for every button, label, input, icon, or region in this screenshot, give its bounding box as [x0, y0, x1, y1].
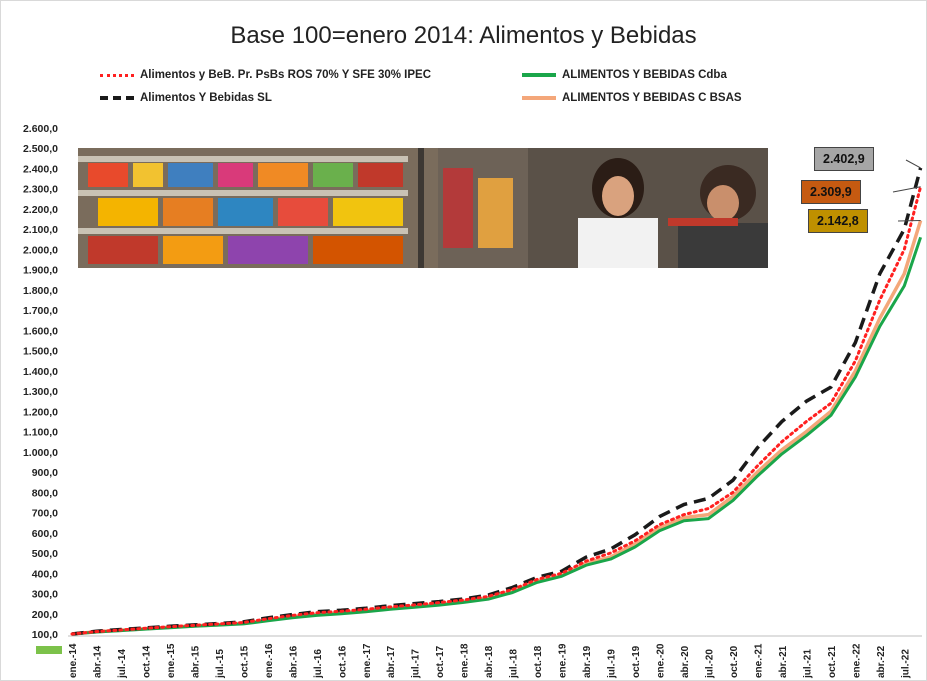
legend-item-cdba: ALIMENTOS Y BEBIDAS Cdba — [522, 69, 727, 81]
series-line-2 — [71, 236, 923, 636]
callout-ipec: 2.309,9 — [801, 180, 861, 204]
series-lines — [70, 167, 923, 636]
callout-leader-line — [892, 186, 921, 193]
y-tick-label: 600,0 — [32, 528, 58, 540]
y-tick-label: 1.300,0 — [23, 386, 58, 398]
y-tick-label: 500,0 — [32, 548, 58, 560]
x-tick-label: ene.-20 — [656, 643, 667, 678]
callout-cbsas: 2.142,8 — [808, 209, 868, 233]
x-tick-label: oct.-21 — [827, 645, 838, 678]
x-tick-label: oct.-17 — [435, 645, 446, 678]
y-tick-label: 800,0 — [32, 487, 58, 499]
y-tick-label: 100,0 — [32, 629, 58, 641]
series-line-3 — [71, 219, 923, 636]
x-tick-label: jul.-18 — [509, 649, 520, 679]
y-tick-label: 700,0 — [32, 508, 58, 520]
supermarket-photo-illustration — [78, 148, 768, 268]
y-tick-label: 400,0 — [32, 568, 58, 580]
x-tick-label: oct.-16 — [337, 645, 348, 678]
x-tick-label: oct.-18 — [533, 645, 544, 678]
x-tick-label: jul.-19 — [607, 649, 618, 679]
legend-swatch-ipec — [100, 73, 134, 77]
legend-swatch-cdba — [522, 73, 556, 77]
x-tick-label: jul.-21 — [802, 649, 813, 679]
x-tick-label: abr.-21 — [778, 645, 789, 678]
x-tick-label: abr.-17 — [386, 645, 397, 678]
x-tick-label: abr.-16 — [288, 645, 299, 678]
x-tick-label: ene.-19 — [558, 643, 569, 678]
x-tick-label: oct.-20 — [729, 645, 740, 678]
x-tick-label: oct.-15 — [239, 645, 250, 678]
x-tick-label: ene.-22 — [851, 643, 862, 678]
y-tick-label: 2.300,0 — [23, 184, 58, 196]
legend-label-cbsas: ALIMENTOS Y BEBIDAS C BSAS — [562, 92, 742, 104]
y-tick-label: 1.400,0 — [23, 366, 58, 378]
callout-leaders — [892, 159, 921, 222]
x-tick-label: ene.-16 — [264, 643, 275, 678]
x-tick-label: abr.-22 — [876, 645, 887, 678]
callout-cbsas-label: 2.142,8 — [817, 214, 859, 228]
y-axis: 100,0 200,0 300,0 400,0 500,0 600,0 700,0 800,0… — [23, 123, 58, 641]
callout-ipec-label: 2.309,9 — [810, 185, 852, 199]
callout-sl-label: 2.402,9 — [823, 152, 865, 166]
x-tick-label: oct.-14 — [141, 645, 152, 678]
x-axis: ene.-14 abr.-14 jul.-14 oct.-14 ene.-15 abr.-… — [68, 635, 922, 679]
y-tick-label: 200,0 — [32, 609, 58, 621]
y-tick-label: 1.900,0 — [23, 265, 58, 277]
y-tick-label: 1.700,0 — [23, 305, 58, 317]
y-tick-label: 1.500,0 — [23, 346, 58, 358]
legend-swatch-sl — [100, 96, 134, 100]
y-tick-label: 2.000,0 — [23, 244, 58, 256]
y-tick-label: 2.600,0 — [23, 123, 58, 135]
y-tick-label: 1.000,0 — [23, 447, 58, 459]
x-tick-label: ene.-21 — [753, 643, 764, 678]
x-tick-label: jul.-15 — [215, 649, 226, 679]
legend-item-cbsas: ALIMENTOS Y BEBIDAS C BSAS — [522, 92, 742, 104]
callout-sl: 2.402,9 — [814, 147, 874, 171]
x-tick-label: abr.-18 — [484, 645, 495, 678]
legend-item-ipec: Alimentos y BeB. Pr. PsBs ROS 70% Y SFE … — [100, 69, 431, 81]
legend-item-sl: Alimentos Y Bebidas SL — [100, 92, 272, 104]
y-tick-label: 1.200,0 — [23, 406, 58, 418]
y-tick-label: 300,0 — [32, 589, 58, 601]
y-tick-label: 2.400,0 — [23, 163, 58, 175]
x-tick-label: jul.-22 — [900, 649, 911, 679]
x-tick-label: ene.-17 — [362, 643, 373, 678]
chart-title: Base 100=enero 2014: Alimentos y Bebidas — [230, 22, 697, 49]
legend-label-sl: Alimentos Y Bebidas SL — [140, 92, 272, 104]
x-tick-label: jul.-20 — [704, 649, 715, 679]
supermarket-photo — [78, 148, 768, 268]
legend-swatch-cbsas — [522, 96, 556, 100]
x-tick-label: ene.-15 — [166, 643, 177, 678]
y-tick-label: 1.800,0 — [23, 285, 58, 297]
y-tick-label: 2.500,0 — [23, 143, 58, 155]
y-tick-label: 1.100,0 — [23, 427, 58, 439]
x-tick-label: ene.-14 — [68, 643, 79, 678]
x-tick-label: jul.-17 — [411, 649, 422, 679]
x-tick-label: abr.-14 — [92, 645, 103, 678]
legend-key-marker — [36, 646, 62, 654]
x-tick-label: abr.-19 — [582, 645, 593, 678]
legend-label-ipec: Alimentos y BeB. Pr. PsBs ROS 70% Y SFE … — [140, 69, 432, 81]
callout-leader-line — [905, 159, 921, 169]
y-tick-label: 1.600,0 — [23, 325, 58, 337]
x-tick-label: jul.-14 — [117, 649, 128, 679]
y-tick-label: 2.100,0 — [23, 224, 58, 236]
legend-label-cdba: ALIMENTOS Y BEBIDAS Cdba — [562, 69, 727, 81]
x-tick-label: abr.-20 — [680, 645, 691, 678]
y-tick-label: 900,0 — [32, 467, 58, 479]
x-tick-label: ene.-18 — [460, 643, 471, 678]
y-tick-label: 2.200,0 — [23, 204, 58, 216]
x-tick-label: abr.-15 — [190, 645, 201, 678]
x-tick-label: oct.-19 — [631, 645, 642, 678]
series-line-0 — [70, 185, 923, 636]
x-tick-label: jul.-16 — [313, 649, 324, 679]
